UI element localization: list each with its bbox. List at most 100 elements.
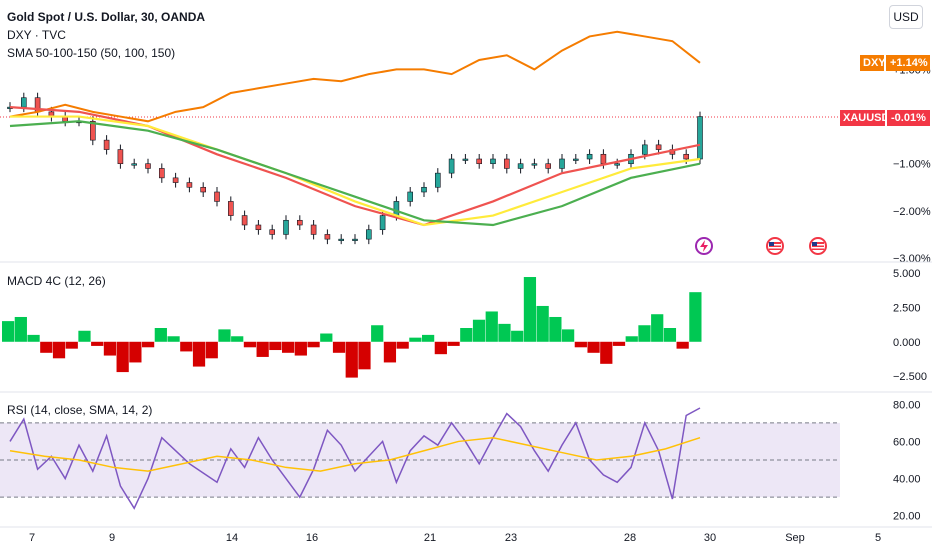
macd-bar [231,336,244,342]
candle-body [614,163,621,166]
compare-symbol-label[interactable]: DXY · TVC [7,28,66,42]
macd-bar [485,311,498,342]
candle-body [172,177,179,183]
candle-body [421,186,427,193]
candle-body [545,163,552,169]
time-axis[interactable]: 7 9 14 16 21 23 28 30 Sep 5 [29,532,881,544]
macd-bar [472,319,486,342]
macd-bar [40,341,53,353]
macd-bar [192,341,206,367]
candle-body [559,158,565,169]
macd-bar [52,341,66,359]
macd-bar [460,328,473,342]
macd-bar [676,341,689,349]
macd-bar [142,341,155,348]
rsi-axis-label: 40.00 [893,474,921,486]
macd-bar [2,321,15,342]
macd-bar [116,341,129,373]
candle-body [310,224,317,235]
macd-indicator-label[interactable]: MACD 4C (12, 26) [7,274,106,288]
price-axis-label: −2.00% [893,206,931,218]
macd-bar [536,305,549,342]
macd-bar [358,341,371,370]
price-axis-label: −3.00% [893,253,931,265]
macd-bar [256,341,269,357]
candle-body [600,153,607,165]
time-axis-label: 14 [226,532,238,544]
time-axis-label: 23 [505,532,517,544]
rsi-panel[interactable]: 80.00 60.00 40.00 20.00 [0,399,921,523]
macd-bar [511,330,524,342]
candle-body [434,172,441,188]
macd-bar [129,341,142,363]
time-axis-label: 21 [424,532,436,544]
rsi-indicator-label[interactable]: RSI (14, close, SMA, 14, 2) [7,403,153,417]
lightning-icon[interactable] [695,237,713,255]
candle-body [159,168,165,179]
series-line-sma-150 [9,120,701,227]
price-axis-label: −1.00% [893,159,931,171]
macd-bar [27,334,40,342]
macd-bar [612,341,626,346]
us-flag-icon[interactable] [766,237,784,255]
macd-axis-label: −2.500 [893,371,927,383]
candle-body [338,238,345,241]
macd-panel[interactable]: 5.000 2.500 0.000 −2.500 [2,268,927,383]
candle-body [145,163,151,169]
time-axis-label: 28 [624,532,636,544]
macd-bar [409,337,422,342]
time-axis-label: 5 [875,532,881,544]
candle-body [324,234,331,240]
candle-body [531,163,538,166]
candle-body [186,182,193,188]
price-panel[interactable]: +1.00%−1.00%−2.00%−3.00% [0,30,931,265]
candle-body [490,158,496,165]
macd-bar [689,292,702,342]
macd-bar [180,341,193,352]
macd-bar [205,341,218,359]
candle-body [407,191,414,202]
rsi-axis-label: 80.00 [893,399,921,411]
macd-bar [422,334,435,342]
panel-separators [0,261,932,528]
candle-body [214,191,220,202]
macd-bar [447,341,460,346]
series-line-dxy [9,30,701,123]
rsi-axis-label: 60.00 [893,436,921,448]
macd-bar [282,341,295,353]
macd-bar [574,341,587,348]
macd-bar [243,341,257,348]
symbol-title[interactable]: Gold Spot / U.S. Dollar, 30, OANDA [7,10,206,24]
macd-bar [65,341,78,349]
candle-body [103,139,110,150]
rsi-axis-label: 20.00 [893,511,921,523]
macd-axis-label: 0.000 [893,337,921,349]
macd-bar [371,325,384,342]
candle-body [365,229,372,240]
macd-bar [523,277,537,342]
candle-body [462,158,469,161]
rsi-series-line [9,407,701,510]
candle-body [683,153,690,160]
macd-bar [396,341,409,349]
time-axis-label: 9 [109,532,115,544]
dxy-change-badge: +1.14% [886,55,930,71]
rsi-series-line [9,436,701,472]
candle-body [241,215,248,226]
time-axis-label: Sep [785,532,805,544]
macd-bar [167,336,180,342]
macd-bar [269,341,282,351]
candle-body [90,120,96,141]
candle-body [572,158,579,161]
currency-button[interactable]: USD [889,5,923,29]
sma-indicator-label[interactable]: SMA 50-100-150 (50, 100, 150) [7,46,176,60]
macd-axis-label: 5.000 [893,268,921,280]
macd-bar [625,336,638,342]
us-flag-icon[interactable] [809,237,827,255]
macd-bar [78,330,91,342]
candle-body [586,153,593,160]
macd-bar [562,329,575,342]
macd-bar [91,341,104,346]
macd-bar [587,341,600,353]
